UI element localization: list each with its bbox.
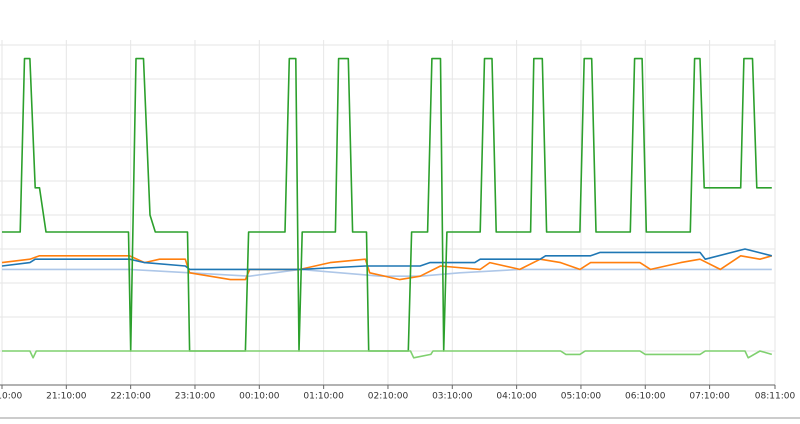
x-tick-label: 03:10:00 [432, 392, 473, 402]
x-tick-label: 04:10:00 [496, 392, 537, 402]
x-tick-label: 22:10:00 [110, 392, 151, 402]
x-tick-label: 07:10:00 [689, 392, 730, 402]
x-tick-label: 23:10:00 [175, 392, 216, 402]
x-tick-label: 00:10:00 [239, 392, 280, 402]
x-tick-label: 06:10:00 [625, 392, 666, 402]
x-tick-label: 20:10:00 [0, 392, 22, 402]
x-tick-label: 08:11:00 [755, 392, 796, 402]
x-tick-label: 01:10:00 [303, 392, 344, 402]
x-tick-label: 02:10:00 [368, 392, 409, 402]
series-line [2, 57, 772, 352]
x-tick-label: 21:10:00 [46, 392, 87, 402]
series-line [2, 350, 773, 359]
x-tick-label: 05:10:00 [561, 392, 602, 402]
series-line [1, 248, 772, 271]
series-line [1, 255, 773, 281]
